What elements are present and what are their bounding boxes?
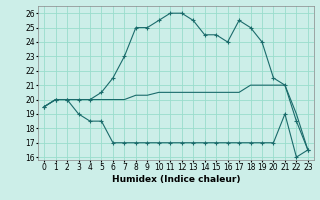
- X-axis label: Humidex (Indice chaleur): Humidex (Indice chaleur): [112, 175, 240, 184]
